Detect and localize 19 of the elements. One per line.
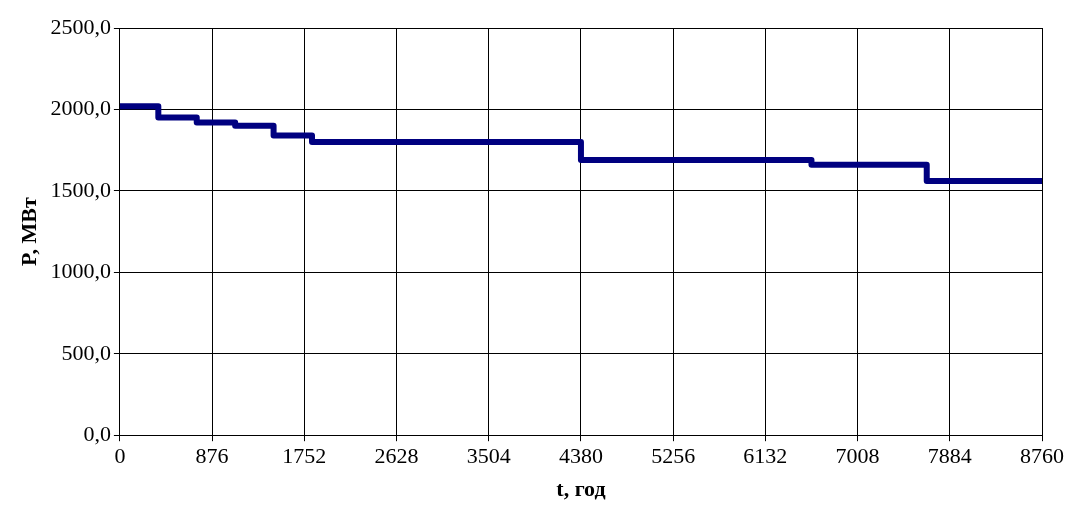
x-tick-label: 876 — [195, 443, 229, 469]
x-tick-label: 7008 — [835, 443, 880, 469]
y-tick-label: 1500,0 — [50, 176, 111, 202]
y-tick-label: 1000,0 — [50, 258, 111, 284]
x-tick-label: 7884 — [927, 443, 972, 469]
x-tick-label: 2628 — [374, 443, 419, 469]
y-tick-label: 500,0 — [61, 339, 111, 365]
x-tick-label: 5256 — [651, 443, 696, 469]
x-tick-label: 4380 — [558, 443, 603, 469]
x-tick-label: 3504 — [466, 443, 511, 469]
y-axis-title: P, МВт — [15, 197, 41, 266]
x-tick-label: 1752 — [282, 443, 327, 469]
x-tick-label: 6132 — [743, 443, 788, 469]
x-tick-label: 8760 — [1020, 443, 1064, 469]
x-axis-title: t, год — [556, 476, 606, 502]
y-tick-label: 0,0 — [83, 420, 111, 446]
y-tick-label: 2000,0 — [50, 95, 111, 121]
y-tick-label: 2500,0 — [50, 13, 111, 39]
x-tick-label: 0 — [114, 443, 126, 469]
